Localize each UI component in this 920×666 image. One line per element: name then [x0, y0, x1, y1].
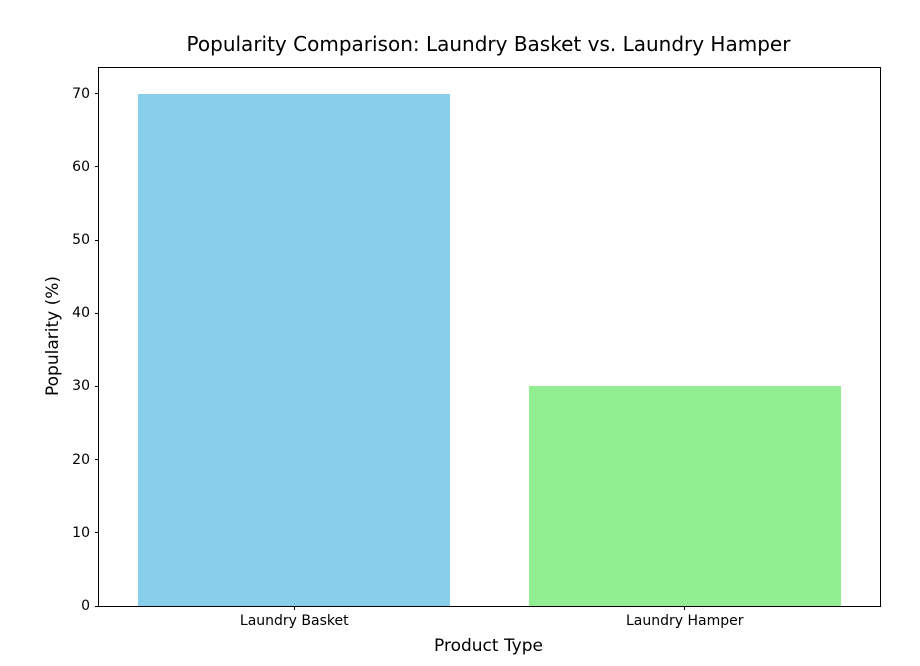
y-tick-label: 10	[72, 524, 90, 541]
y-tick-label: 30	[72, 378, 90, 395]
x-axis-label: Product Type	[434, 636, 543, 656]
y-tick-label: 40	[72, 305, 90, 322]
bar	[528, 386, 841, 606]
x-tick-label: Laundry Basket	[239, 613, 349, 629]
y-tick-mark	[95, 93, 99, 95]
x-tick-mark	[293, 606, 295, 610]
y-tick-label: 60	[72, 158, 90, 175]
y-tick-mark	[95, 312, 99, 314]
chart-title: Popularity Comparison: Laundry Basket vs…	[186, 32, 791, 56]
x-tick-mark	[684, 606, 686, 610]
y-tick-mark	[95, 459, 99, 461]
y-tick-mark	[95, 532, 99, 534]
y-tick-label: 0	[81, 598, 90, 614]
y-tick-label: 70	[72, 85, 90, 102]
y-tick-label: 20	[72, 451, 90, 468]
bar	[138, 93, 451, 606]
plot-area: 0 10 20 30 40 50 60 70 Laundry Basket Laundry Ham…	[72, 67, 881, 628]
y-tick-mark	[95, 385, 99, 387]
y-tick-mark	[95, 166, 99, 168]
y-axis-label: Popularity (%)	[43, 275, 63, 397]
y-tick-label: 50	[72, 232, 90, 249]
y-tick-mark	[95, 239, 99, 241]
y-tick-mark	[95, 605, 99, 607]
x-tick-label: Laundry Hamper	[625, 613, 744, 629]
